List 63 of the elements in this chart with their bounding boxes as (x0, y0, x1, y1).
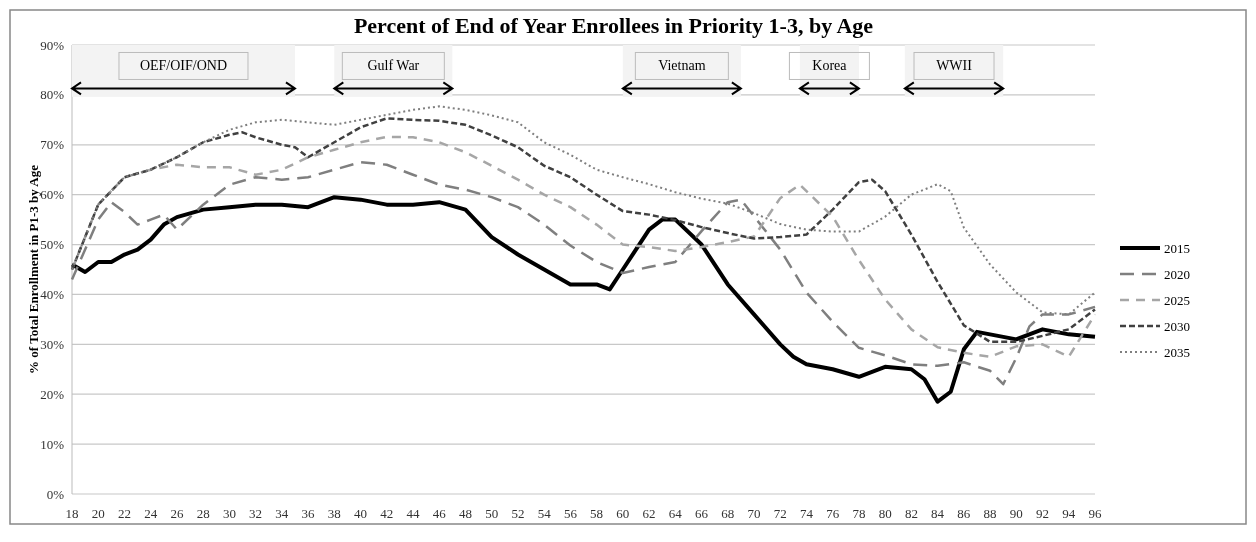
x-tick-label: 94 (1062, 506, 1076, 521)
band-label: Korea (812, 58, 848, 74)
line-series (70, 195, 1097, 404)
x-tick-label: 66 (695, 506, 709, 521)
x-tick-label: 50 (485, 506, 499, 521)
x-tick-label: 62 (642, 506, 656, 521)
x-tick-label: 88 (983, 506, 997, 521)
chart-title: Percent of End of Year Enrollees in Priority 1-3, by Age (353, 13, 874, 38)
x-tick-label: 36 (301, 506, 316, 521)
x-tick-label: 80 (878, 506, 892, 521)
band-label: Vietnam (658, 58, 706, 74)
y-tick-label: 80% (40, 87, 65, 103)
x-tick-label: 40 (354, 506, 368, 521)
legend-label: 2025 (1164, 292, 1190, 308)
x-tick-label: 32 (249, 506, 263, 521)
x-tick-label: 30 (222, 506, 236, 521)
x-tick-label: 46 (432, 506, 447, 521)
y-axis-title: % of Total Enrollment in P1-3 by Age (26, 164, 41, 374)
x-tick-label: 24 (144, 506, 158, 521)
legend-label: 2030 (1164, 318, 1190, 334)
x-tick-label: 58 (590, 506, 604, 521)
x-tick-label: 20 (91, 506, 105, 521)
x-tick-label: 48 (458, 506, 472, 521)
band-label: WWII (936, 58, 973, 74)
legend-label: 2035 (1164, 344, 1190, 360)
x-tick-label: 84 (931, 506, 945, 521)
y-tick-label: 0% (46, 486, 65, 502)
x-tick-label: 54 (537, 506, 552, 521)
x-tick-label: 82 (904, 506, 918, 521)
band-label: Gulf War (367, 58, 420, 74)
x-tick-label: 92 (1036, 506, 1050, 521)
x-tick-label: 38 (327, 506, 341, 521)
y-tick-label: 30% (40, 336, 65, 352)
x-tick-label: 28 (196, 506, 210, 521)
x-tick-label: 42 (380, 506, 394, 521)
x-tick-label: 60 (616, 506, 630, 521)
legend-label: 2015 (1164, 240, 1190, 256)
band-label: OEF/OIF/OND (139, 58, 228, 74)
x-tick-label: 22 (117, 506, 131, 521)
x-tick-label: 68 (721, 506, 735, 521)
y-tick-label: 70% (40, 137, 65, 153)
x-tick-label: 96 (1088, 506, 1102, 521)
x-tick-label: 52 (511, 506, 525, 521)
x-tick-label: 72 (773, 506, 787, 521)
x-tick-label: 78 (852, 506, 866, 521)
x-tick-label: 74 (799, 506, 814, 521)
y-tick-label: 10% (40, 436, 65, 452)
legend-label: 2020 (1164, 266, 1190, 282)
x-tick-label: 70 (747, 506, 761, 521)
y-tick-label: 90% (40, 37, 65, 53)
x-tick-label: 64 (668, 506, 683, 521)
y-tick-label: 60% (40, 187, 65, 203)
x-tick-label: 86 (957, 506, 971, 521)
y-tick-label: 50% (40, 237, 65, 253)
x-tick-label: 56 (563, 506, 578, 521)
x-tick-label: 76 (826, 506, 840, 521)
x-tick-label: 44 (406, 506, 420, 521)
y-tick-label: 40% (40, 286, 65, 302)
x-tick-label: 90 (1009, 506, 1023, 521)
x-tick-label: 26 (170, 506, 184, 521)
x-tick-label: 34 (275, 506, 289, 521)
x-tick-label: 18 (65, 506, 79, 521)
y-tick-label: 20% (40, 386, 65, 402)
